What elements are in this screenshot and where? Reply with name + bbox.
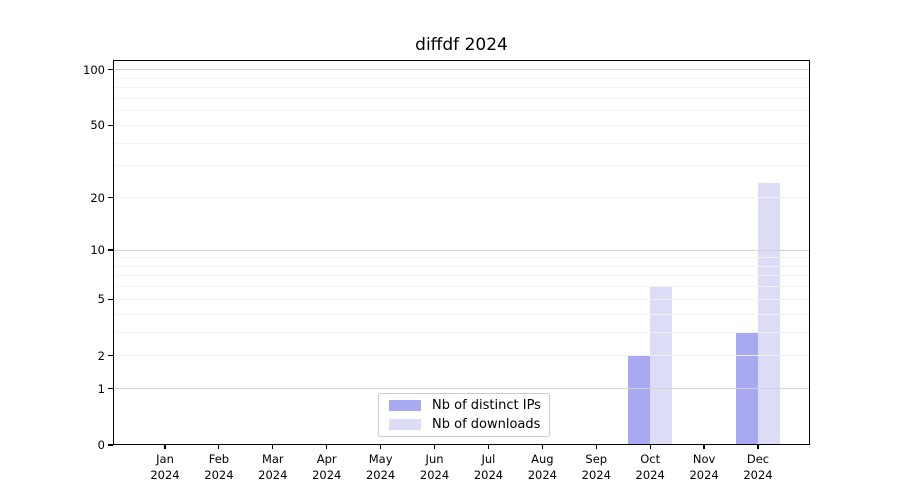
y-tick-label-5: 5	[97, 292, 105, 307]
x-tick-mark-apr	[326, 445, 328, 449]
legend: Nb of distinct IPs Nb of downloads	[378, 393, 550, 437]
x-tick-mark-feb	[218, 445, 220, 449]
x-tick-label-mar: Mar 2024	[243, 452, 303, 483]
y-tick-mark-50	[108, 124, 113, 126]
y-tick-mark-2	[108, 355, 113, 357]
y-tick-label-50: 50	[90, 118, 105, 133]
gridline-major-1	[113, 388, 810, 390]
x-tick-month: Nov	[692, 452, 716, 466]
x-tick-mark-sep	[595, 445, 597, 449]
y-tick-label-1: 1	[97, 381, 105, 396]
gridline-minor-70	[113, 97, 810, 99]
x-tick-label-jul: Jul 2024	[458, 452, 518, 483]
x-tick-month: Jan	[156, 452, 174, 466]
x-tick-month: Feb	[208, 452, 230, 466]
x-tick-month: Aug	[531, 452, 554, 466]
x-tick-month: Dec	[746, 452, 770, 466]
y-tick-label-100: 100	[83, 62, 105, 77]
x-tick-mark-nov	[703, 445, 705, 449]
gridline-minor-60	[113, 110, 810, 112]
x-tick-mark-may	[380, 445, 382, 449]
x-tick-month: Mar	[261, 452, 284, 466]
x-tick-label-jan: Jan 2024	[135, 452, 195, 483]
plot-area: Nb of distinct IPs Nb of downloads	[113, 60, 810, 445]
bar-oct-distinct-ips	[628, 355, 651, 445]
gridline-minor-9	[113, 257, 810, 259]
gridline-minor-40	[113, 142, 810, 144]
y-tick-mark-5	[108, 298, 113, 300]
x-tick-mark-jun	[433, 445, 436, 449]
legend-item-downloads: Nb of downloads	[389, 417, 549, 433]
x-tick-year: 2024	[743, 467, 773, 482]
x-tick-year: 2024	[258, 467, 288, 482]
x-tick-year: 2024	[473, 467, 504, 482]
gridline-major-100	[113, 69, 810, 71]
gridline-minor-30	[113, 165, 810, 167]
x-tick-year: 2024	[365, 467, 396, 482]
y-tick-label-10: 10	[90, 243, 105, 258]
x-tick-mark-jul	[487, 445, 490, 449]
x-tick-label-jun: Jun 2024	[405, 452, 465, 483]
gridline-minor-80	[113, 87, 810, 89]
gridline-minor-8	[113, 265, 810, 267]
chart-title: diffdf 2024	[415, 35, 508, 55]
x-tick-year: 2024	[419, 467, 450, 482]
y-tick-mark-10	[108, 249, 113, 251]
x-tick-mark-jan	[164, 445, 166, 449]
x-tick-label-dec: Dec 2024	[728, 452, 788, 483]
y-tick-mark-0	[108, 444, 113, 446]
x-tick-mark-dec	[757, 445, 759, 449]
y-tick-mark-20	[108, 196, 113, 199]
x-tick-month: Oct	[640, 452, 661, 466]
x-tick-year: 2024	[150, 467, 180, 482]
gridline-minor-7	[113, 275, 810, 277]
x-tick-year: 2024	[527, 467, 557, 482]
x-tick-label-oct: Oct 2024	[620, 452, 680, 483]
x-tick-label-apr: Apr 2024	[297, 452, 357, 483]
x-tick-year: 2024	[689, 467, 719, 482]
legend-label-distinct-ips: Nb of distinct IPs	[432, 397, 541, 413]
x-tick-label-feb: Feb 2024	[189, 452, 249, 483]
gridline-minor-2	[113, 355, 810, 357]
y-tick-label-0: 0	[97, 438, 105, 452]
x-tick-mark-oct	[649, 445, 651, 449]
x-tick-label-nov: Nov 2024	[674, 452, 734, 483]
gridline-minor-4	[113, 313, 810, 315]
x-tick-month: Jun	[425, 452, 444, 466]
gridline-minor-6	[113, 286, 810, 288]
gridline-major-10	[113, 249, 810, 251]
legend-swatch-downloads	[389, 419, 421, 430]
gridline-minor-50	[113, 124, 810, 126]
x-tick-year: 2024	[204, 467, 234, 482]
x-tick-mark-aug	[541, 445, 543, 449]
bar-oct-downloads	[650, 286, 673, 445]
y-tick-mark-1	[108, 388, 113, 390]
x-tick-month: Apr	[316, 452, 337, 466]
legend-swatch-distinct-ips	[389, 400, 421, 411]
y-tick-label-2: 2	[97, 348, 105, 363]
gridline-minor-5	[113, 298, 810, 300]
x-tick-month: Jul	[481, 452, 496, 466]
gridline-minor-3	[113, 331, 810, 333]
x-tick-mark-mar	[272, 445, 274, 449]
legend-label-downloads: Nb of downloads	[432, 416, 541, 432]
y-tick-mark-100	[108, 69, 113, 71]
x-tick-label-sep: Sep 2024	[566, 452, 626, 483]
x-tick-label-aug: Aug 2024	[512, 452, 572, 483]
x-tick-month: Sep	[585, 452, 608, 466]
gridline-minor-20	[113, 197, 810, 198]
x-tick-year: 2024	[581, 467, 611, 482]
x-tick-year: 2024	[312, 467, 342, 482]
x-tick-month: May	[368, 452, 393, 466]
gridline-minor-90	[113, 77, 810, 79]
x-tick-label-may: May 2024	[351, 452, 411, 483]
x-tick-year: 2024	[635, 467, 665, 482]
y-tick-label-20: 20	[90, 190, 105, 205]
legend-item-distinct-ips: Nb of distinct IPs	[389, 398, 549, 414]
